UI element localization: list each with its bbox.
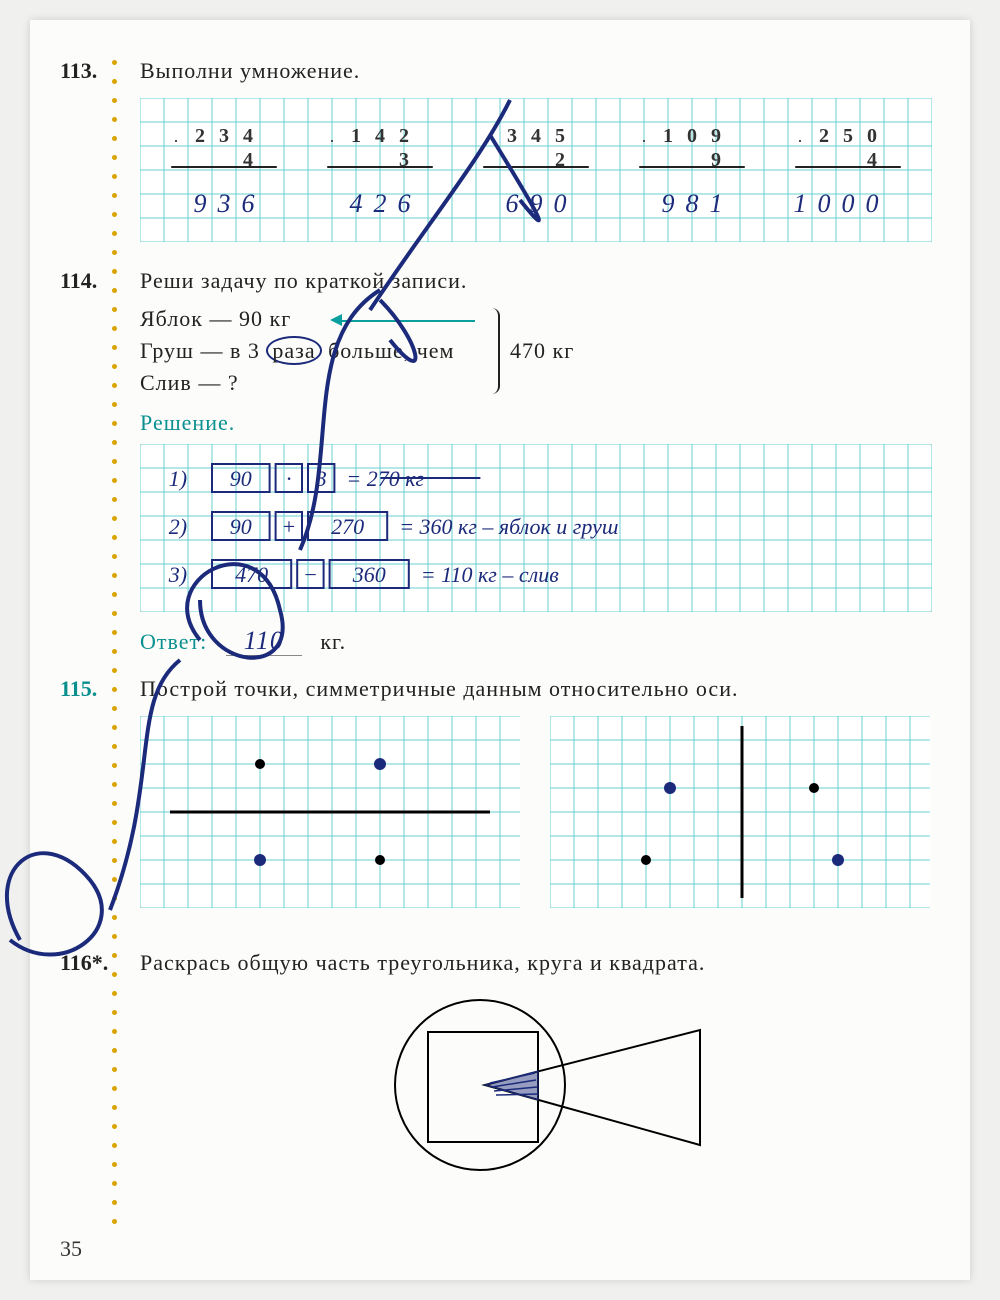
ex114-solution-label: Решение. bbox=[140, 410, 235, 436]
svg-text:470: 470 bbox=[235, 562, 268, 587]
svg-text:1: 1 bbox=[710, 189, 723, 218]
ex114-pears-circled: раза bbox=[266, 336, 321, 365]
svg-text:0: 0 bbox=[554, 189, 567, 218]
ex114-answer: Ответ: 110 кг. bbox=[140, 626, 346, 656]
svg-text:1: 1 bbox=[794, 189, 807, 218]
ex114-pears-c: больше, чем bbox=[322, 338, 455, 363]
given-point bbox=[375, 855, 385, 865]
ex114-apples-label: Яблок — bbox=[140, 306, 239, 331]
svg-text:270: 270 bbox=[331, 514, 364, 539]
svg-text:−: − bbox=[303, 562, 318, 587]
svg-text:.: . bbox=[330, 126, 335, 146]
margin-dots bbox=[112, 60, 118, 1240]
svg-text:6: 6 bbox=[398, 189, 411, 218]
ex115-panel-a bbox=[140, 716, 520, 908]
workbook-page: 113. Выполни умножение. 234.4936142.3426… bbox=[30, 20, 970, 1280]
ex115-title: Построй точки, симметричные данным относ… bbox=[140, 676, 738, 702]
solution-heading: Решение. bbox=[140, 410, 235, 435]
svg-text:5: 5 bbox=[555, 125, 565, 147]
svg-text:.: . bbox=[174, 126, 179, 146]
ex115-number: 115. bbox=[60, 676, 97, 702]
ex113-grid: 234.4936142.3426345.2690109.9981250.4100… bbox=[140, 98, 932, 242]
svg-text:3: 3 bbox=[217, 189, 231, 218]
svg-text:.: . bbox=[642, 126, 647, 146]
ex116-number: 116*. bbox=[60, 950, 108, 976]
svg-text:360: 360 bbox=[352, 562, 386, 587]
svg-text:2): 2) bbox=[169, 514, 187, 539]
svg-text:.: . bbox=[798, 126, 803, 146]
svg-text:4: 4 bbox=[375, 125, 385, 147]
shaded-intersection bbox=[485, 1071, 538, 1100]
svg-text:0: 0 bbox=[818, 189, 831, 218]
given-point bbox=[255, 759, 265, 769]
svg-text:+: + bbox=[281, 514, 296, 539]
svg-text:90: 90 bbox=[230, 466, 252, 491]
svg-text:2: 2 bbox=[399, 125, 409, 147]
svg-text:3: 3 bbox=[507, 125, 517, 147]
svg-text:0: 0 bbox=[687, 125, 697, 147]
svg-text:9: 9 bbox=[530, 189, 543, 218]
ex114-number: 114. bbox=[60, 268, 97, 294]
svg-text:3: 3 bbox=[315, 466, 327, 491]
svg-text:2: 2 bbox=[374, 189, 387, 218]
svg-text:4: 4 bbox=[243, 125, 253, 147]
page-number: 35 bbox=[60, 1236, 82, 1262]
svg-text:0: 0 bbox=[866, 189, 879, 218]
given-point bbox=[809, 783, 819, 793]
ex116-title: Раскрась общую часть треугольника, круга… bbox=[140, 950, 705, 976]
answer-point bbox=[374, 758, 386, 770]
svg-text:6: 6 bbox=[506, 189, 519, 218]
arrow-head-icon bbox=[330, 313, 344, 327]
svg-text:2: 2 bbox=[195, 125, 205, 147]
answer-unit: кг. bbox=[320, 629, 346, 654]
svg-text:5: 5 bbox=[843, 125, 853, 147]
answer-value: 110 bbox=[226, 626, 302, 656]
svg-text:9: 9 bbox=[194, 189, 207, 218]
svg-text:1): 1) bbox=[169, 466, 187, 491]
ex114-pears-a: Груш — в 3 bbox=[140, 338, 266, 363]
svg-text:4: 4 bbox=[350, 189, 363, 218]
ex114-title: Реши задачу по краткой записи. bbox=[140, 268, 467, 294]
brace-icon bbox=[480, 308, 500, 394]
given-point bbox=[641, 855, 651, 865]
svg-text:9: 9 bbox=[711, 125, 721, 147]
circle-shape bbox=[395, 1000, 565, 1170]
ex113-title: Выполни умножение. bbox=[140, 58, 360, 84]
svg-text:1: 1 bbox=[663, 125, 673, 147]
svg-text:·: · bbox=[286, 466, 292, 491]
ex114-arrow bbox=[335, 320, 475, 322]
ex115-panel-b bbox=[550, 716, 930, 908]
ex114-grid: 1)90·3= 270 кг2)90+270= 360 кг – яблок и… bbox=[140, 444, 932, 612]
answer-point bbox=[664, 782, 676, 794]
answer-point bbox=[832, 854, 844, 866]
svg-text:9: 9 bbox=[662, 189, 675, 218]
svg-text:.: . bbox=[486, 126, 491, 146]
ex114-apples-val: 90 кг bbox=[239, 306, 291, 331]
svg-text:1: 1 bbox=[351, 125, 361, 147]
svg-text:0: 0 bbox=[842, 189, 855, 218]
svg-text:4: 4 bbox=[531, 125, 541, 147]
ex113-number: 113. bbox=[60, 58, 97, 84]
ex114-line1: Яблок — 90 кг bbox=[140, 306, 291, 332]
svg-text:0: 0 bbox=[867, 125, 877, 147]
svg-text:= 360 кг – яблок и груш: = 360 кг – яблок и груш bbox=[399, 514, 618, 539]
answer-point bbox=[254, 854, 266, 866]
ex114-total: 470 кг bbox=[510, 338, 574, 364]
svg-text:3): 3) bbox=[168, 562, 187, 587]
svg-text:= 110 кг – слив: = 110 кг – слив bbox=[421, 562, 559, 587]
ex114-line2: Груш — в 3 раза больше, чем bbox=[140, 338, 454, 364]
answer-label: Ответ: bbox=[140, 629, 207, 654]
ex116-figure bbox=[350, 990, 770, 1190]
svg-text:6: 6 bbox=[242, 189, 255, 218]
svg-text:90: 90 bbox=[230, 514, 252, 539]
svg-text:8: 8 bbox=[686, 189, 699, 218]
ex114-line3: Слив — ? bbox=[140, 370, 239, 396]
svg-text:2: 2 bbox=[819, 125, 829, 147]
svg-text:3: 3 bbox=[219, 125, 229, 147]
